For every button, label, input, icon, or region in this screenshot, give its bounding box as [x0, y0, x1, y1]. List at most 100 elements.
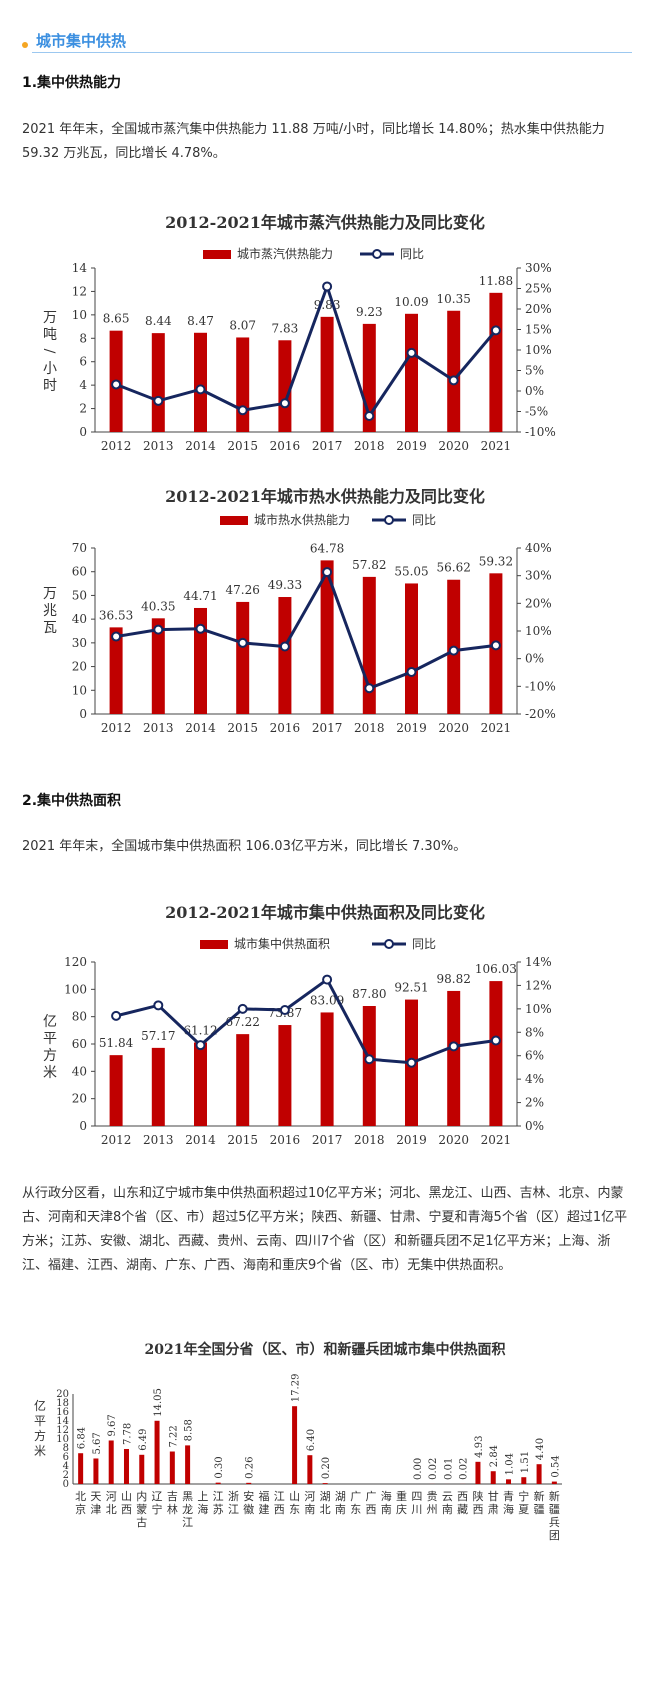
y-tick-label: 14 — [72, 261, 88, 275]
y2-tick-label: 2% — [525, 1096, 544, 1110]
legend-line-label: 同比 — [400, 247, 424, 261]
bar — [278, 597, 292, 714]
y-tick-label: 12 — [72, 284, 87, 298]
bar — [215, 1482, 221, 1484]
bar — [322, 1483, 328, 1484]
y-axis-label: 瓦 — [43, 620, 57, 636]
y-tick-label: 60 — [72, 565, 87, 579]
section-header: 城市集中供热 — [22, 30, 634, 54]
paragraph-capacity: 2021 年年末，全国城市蒸汽集中供热能力 11.88 万吨/小时，同比增长 1… — [22, 122, 605, 161]
x-tick-label: 安 — [243, 1489, 254, 1503]
bar-value-label: 55.05 — [394, 564, 428, 578]
y2-tick-label: -10% — [525, 679, 556, 693]
x-tick-label: 2013 — [143, 439, 174, 453]
yoy-point — [490, 1035, 501, 1046]
bar-value-label: 6.84 — [77, 1427, 88, 1449]
bar — [551, 1481, 557, 1484]
legend-bar-swatch — [220, 516, 248, 525]
yoy-point — [111, 1010, 122, 1021]
x-tick-label: 西 — [365, 1503, 376, 1516]
y2-tick-label: 10% — [525, 343, 552, 357]
bar — [362, 576, 376, 714]
yoy-point — [111, 631, 122, 642]
x-tick-label: 藏 — [457, 1503, 468, 1516]
bar-value-label: 7.83 — [272, 321, 299, 335]
bar-value-label: 64.78 — [310, 541, 344, 555]
bar — [194, 1042, 207, 1126]
x-tick-label: 2021 — [481, 439, 512, 453]
bar — [489, 292, 503, 432]
x-tick-label: 肃 — [488, 1503, 499, 1516]
x-tick-label: 西 — [274, 1503, 285, 1516]
bar-value-label: 6.40 — [306, 1429, 317, 1451]
bar-value-label: 10.35 — [437, 292, 471, 306]
y-axis-label: 方 — [43, 1048, 57, 1064]
x-tick-label: 海 — [503, 1502, 514, 1516]
x-tick-label: 东 — [350, 1503, 361, 1516]
x-tick-label: 宁 — [518, 1489, 529, 1503]
bar-value-label: 4.93 — [474, 1436, 485, 1458]
bar — [139, 1454, 145, 1484]
y2-tick-label: 20% — [525, 596, 552, 610]
x-tick-label: 2017 — [312, 439, 343, 453]
x-tick-label: 徽 — [243, 1502, 254, 1516]
x-tick-label: 福 — [259, 1489, 270, 1503]
y-axis-label: 平 — [34, 1414, 46, 1428]
bar — [123, 1448, 129, 1484]
bar-value-label: 106.03 — [475, 962, 517, 976]
x-tick-label: 2021 — [481, 721, 512, 735]
yoy-point — [364, 683, 375, 694]
bar-value-label: 44.71 — [183, 589, 217, 603]
bar — [447, 310, 461, 432]
bar — [151, 618, 165, 714]
bar — [506, 1479, 512, 1484]
x-tick-label: 江 — [182, 1516, 193, 1529]
x-tick-label: 天 — [90, 1490, 101, 1503]
x-tick-label: 吉 — [167, 1490, 178, 1503]
y2-tick-label: 30% — [525, 569, 552, 583]
bar — [93, 1458, 99, 1484]
y-tick-label: 60 — [72, 1037, 87, 1051]
bar — [151, 333, 165, 432]
y-tick-label: 8 — [79, 331, 87, 345]
bar-value-label: 0.20 — [321, 1457, 332, 1479]
bar — [278, 340, 292, 432]
x-tick-label: 2019 — [396, 721, 427, 735]
y2-tick-label: 0% — [525, 384, 544, 398]
bar — [194, 607, 207, 714]
y-tick-label: 20 — [72, 660, 87, 674]
x-tick-label: 疆 — [534, 1503, 545, 1516]
yoy-point — [279, 1005, 290, 1016]
yoy-point — [153, 624, 164, 635]
chart-province-area: 2021年全国分省（区、市）和新疆兵团城市集中供热面积 0246810121416… — [34, 1341, 562, 1542]
yoy-point — [195, 1040, 206, 1051]
bar — [405, 583, 418, 714]
legend-line-marker — [384, 515, 394, 525]
y2-tick-label: -10% — [525, 425, 556, 439]
x-tick-label: 2020 — [438, 721, 469, 735]
chart-title: 2012-2021年城市蒸汽供热能力及同比变化 — [165, 213, 485, 232]
x-tick-label: 河 — [304, 1490, 315, 1503]
y-tick-label: 100 — [64, 982, 87, 996]
yoy-point — [406, 666, 417, 677]
bar — [292, 1406, 298, 1484]
y-tick-label: 40 — [72, 612, 87, 626]
x-tick-label: 林 — [167, 1502, 178, 1516]
bar-value-label: 5.67 — [92, 1432, 103, 1454]
x-tick-label: 州 — [427, 1503, 438, 1516]
y2-tick-label: 0% — [525, 652, 544, 666]
y-tick-label: 18 — [56, 1398, 69, 1409]
y2-tick-label: -20% — [525, 707, 556, 721]
y-tick-label: 14 — [56, 1416, 69, 1427]
y-axis-label: 米 — [43, 1065, 57, 1081]
y-tick-label: 20 — [72, 1092, 87, 1106]
y-axis-label: 万 — [43, 586, 57, 602]
y2-tick-label: 4% — [525, 1072, 544, 1086]
bar-value-label: 7.78 — [122, 1423, 133, 1445]
legend-bar-label: 城市集中供热面积 — [234, 936, 330, 951]
y-tick-label: 8 — [63, 1443, 69, 1454]
y-axis-label: 平 — [43, 1031, 57, 1047]
x-tick-label: 2012 — [101, 721, 132, 735]
